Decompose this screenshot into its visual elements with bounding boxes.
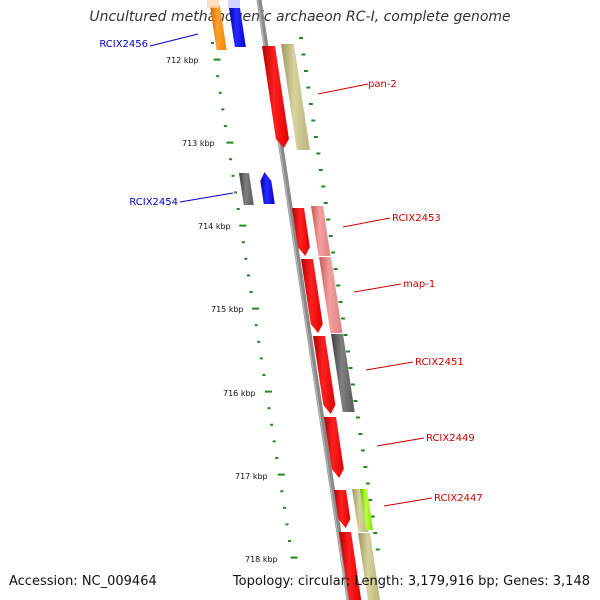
callout-rcix2454 [179,192,234,203]
scale-label-713: 713 kbp [182,139,215,148]
accession-text: Accession: NC_009464 [9,574,157,589]
callout-rcix2447 [383,497,433,507]
gene-label-rcix2451: RCIX2451 [415,357,464,368]
scale-label-717: 717 kbp [235,472,268,481]
callout-rcix2456 [149,33,199,47]
gene-feature-red [262,46,289,148]
scale-label-712: 712 kbp [166,56,199,65]
scale-label-714: 714 kbp [198,222,231,231]
gene-feature-faded [207,0,219,8]
gene-feature-pink [311,206,331,256]
gene-feature-faded [228,0,240,8]
outer-tick-track [299,37,380,551]
gene-feature-green [360,489,374,530]
gene-feature-red [324,417,344,478]
gene-feature-red [292,208,310,256]
genome-summary-text: Topology: circular; Length: 3,179,916 bp… [232,574,590,589]
gene-features [207,0,381,600]
gene-feature-blue [260,172,275,204]
gene-label-rcix2454: RCIX2454 [129,197,178,208]
gene-feature-red [301,259,323,333]
gene-label-pan-2: pan-2 [368,79,397,90]
gene-labels: RCIX2456 pan-2 RCIX2454 RCIX2453 map-1 R… [99,39,482,504]
gene-feature-red [334,490,351,528]
callout-pan-2 [317,83,369,95]
gene-feature-gray [239,173,254,205]
map-title: Uncultured methanogenic archaeon RC-I, c… [89,9,511,25]
inner-tick-track [211,42,298,559]
gene-feature-red [339,532,362,600]
gene-feature-khaki [281,44,310,150]
callout-lines [149,33,433,507]
callout-rcix2449 [376,437,425,447]
gene-feature-pink [319,257,343,333]
gene-label-rcix2447: RCIX2447 [434,493,483,504]
gene-feature-khaki [358,533,381,600]
callout-rcix2451 [365,361,414,371]
gene-feature-gray [331,334,355,412]
gene-label-rcix2449: RCIX2449 [426,433,475,444]
gene-label-rcix2456: RCIX2456 [99,39,148,50]
scale-label-716: 716 kbp [223,389,256,398]
scale-labels: 712 kbp 713 kbp 714 kbp 715 kbp 716 kbp … [166,56,278,564]
gene-label-map-1: map-1 [403,279,435,290]
callout-rcix2453 [342,217,391,228]
scale-label-715: 715 kbp [211,305,244,314]
gene-feature-blue [229,8,246,47]
callout-map-1 [353,283,402,293]
gene-feature-khaki [352,489,369,532]
gene-label-rcix2453: RCIX2453 [392,213,441,224]
gene-feature-orange [210,6,227,50]
scale-label-718: 718 kbp [245,555,278,564]
gene-feature-red [313,336,336,414]
